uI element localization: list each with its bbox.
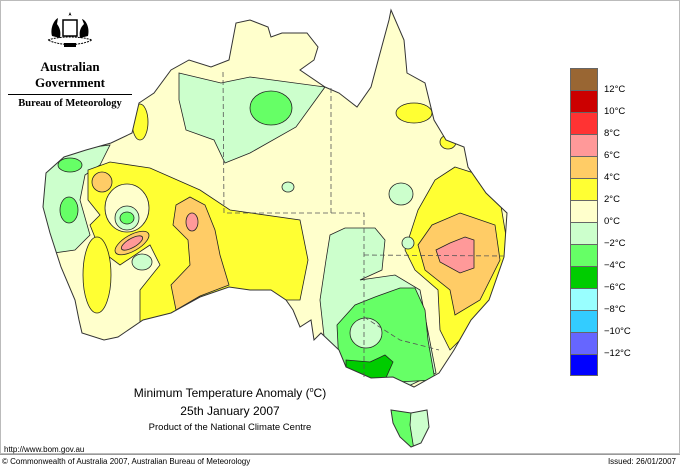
color-legend <box>570 68 598 376</box>
coat-of-arms-icon <box>46 12 94 47</box>
issued-date: Issued: 26/01/2007 <box>607 457 676 466</box>
legend-swatch <box>570 288 598 310</box>
map-product: Product of the National Climate Centre <box>148 422 312 433</box>
zone-central-hot <box>185 212 199 232</box>
tasmania-coastline <box>390 409 430 448</box>
map-date: 25th January 2007 <box>180 404 280 418</box>
government-name: Australian Government <box>34 59 106 90</box>
legend-label: −2°C <box>604 238 626 249</box>
legend-label: 12°C <box>604 84 626 95</box>
zone-wa-hot-1 <box>120 235 144 251</box>
legend-swatch <box>570 90 598 112</box>
legend-swatch <box>570 112 598 134</box>
legend-swatch <box>570 178 598 200</box>
legend-swatch <box>570 310 598 332</box>
legend-label: 2°C <box>604 194 620 205</box>
zone-north-cold <box>249 90 293 126</box>
legend-swatch <box>570 68 598 90</box>
legend-label: 4°C <box>604 172 620 183</box>
legend-swatch <box>570 266 598 288</box>
degree-sup: o <box>309 387 314 394</box>
legend-swatch <box>570 156 598 178</box>
legend-swatch <box>570 200 598 222</box>
legend-label: −12°C <box>604 348 631 359</box>
zone-qld-small-warm <box>439 134 457 150</box>
copyright: © Commonwealth of Australia 2007, Austra… <box>2 457 251 466</box>
legend-label: −6°C <box>604 282 626 293</box>
bureau-name: Bureau of Meteorology <box>8 94 132 109</box>
zone-wa-cold-1 <box>59 196 79 224</box>
zone-east-hot <box>435 236 475 274</box>
legend-label: −10°C <box>604 326 631 337</box>
zone-north-cool <box>178 72 326 164</box>
government-logo: Australian Government Bureau of Meteorol… <box>8 10 132 109</box>
legend-label: 10°C <box>604 106 626 117</box>
legend-swatch <box>570 134 598 156</box>
zone-wa-cold-2 <box>57 157 83 173</box>
zone-wa-warm-orange-1 <box>91 171 113 193</box>
legend-label: 6°C <box>604 150 620 161</box>
legend-swatch <box>570 332 598 354</box>
map-title: Minimum Temperature Anomaly (oC) <box>110 386 350 400</box>
zone-qld-cool-2 <box>401 236 415 250</box>
legend-label: −4°C <box>604 260 626 271</box>
zone-se-hole <box>349 317 383 349</box>
zone-wa-cool-small <box>131 253 153 271</box>
tasmania-cold <box>391 410 415 447</box>
australia-map <box>42 8 508 448</box>
legend-swatch <box>570 354 598 376</box>
footer-divider <box>0 454 680 455</box>
zone-wa-ring-cold <box>119 211 135 225</box>
legend-swatch <box>570 222 598 244</box>
zone-qld-cool-1 <box>388 182 414 206</box>
coastline <box>42 8 508 388</box>
legend-label: −8°C <box>604 304 626 315</box>
map-title-text: Minimum Temperature Anomaly ( <box>133 386 310 400</box>
map-title-unit: C) <box>313 386 327 400</box>
zone-wa-west-warm <box>82 236 112 314</box>
zone-nt-cool <box>281 181 295 193</box>
legend-label: 8°C <box>604 128 620 139</box>
state-borders <box>222 71 505 378</box>
bom-url-link[interactable]: http://www.bom.gov.au <box>4 445 85 454</box>
legend-swatch <box>570 244 598 266</box>
zone-qld-coast-warm <box>395 102 433 124</box>
legend-label: 0°C <box>604 216 620 227</box>
